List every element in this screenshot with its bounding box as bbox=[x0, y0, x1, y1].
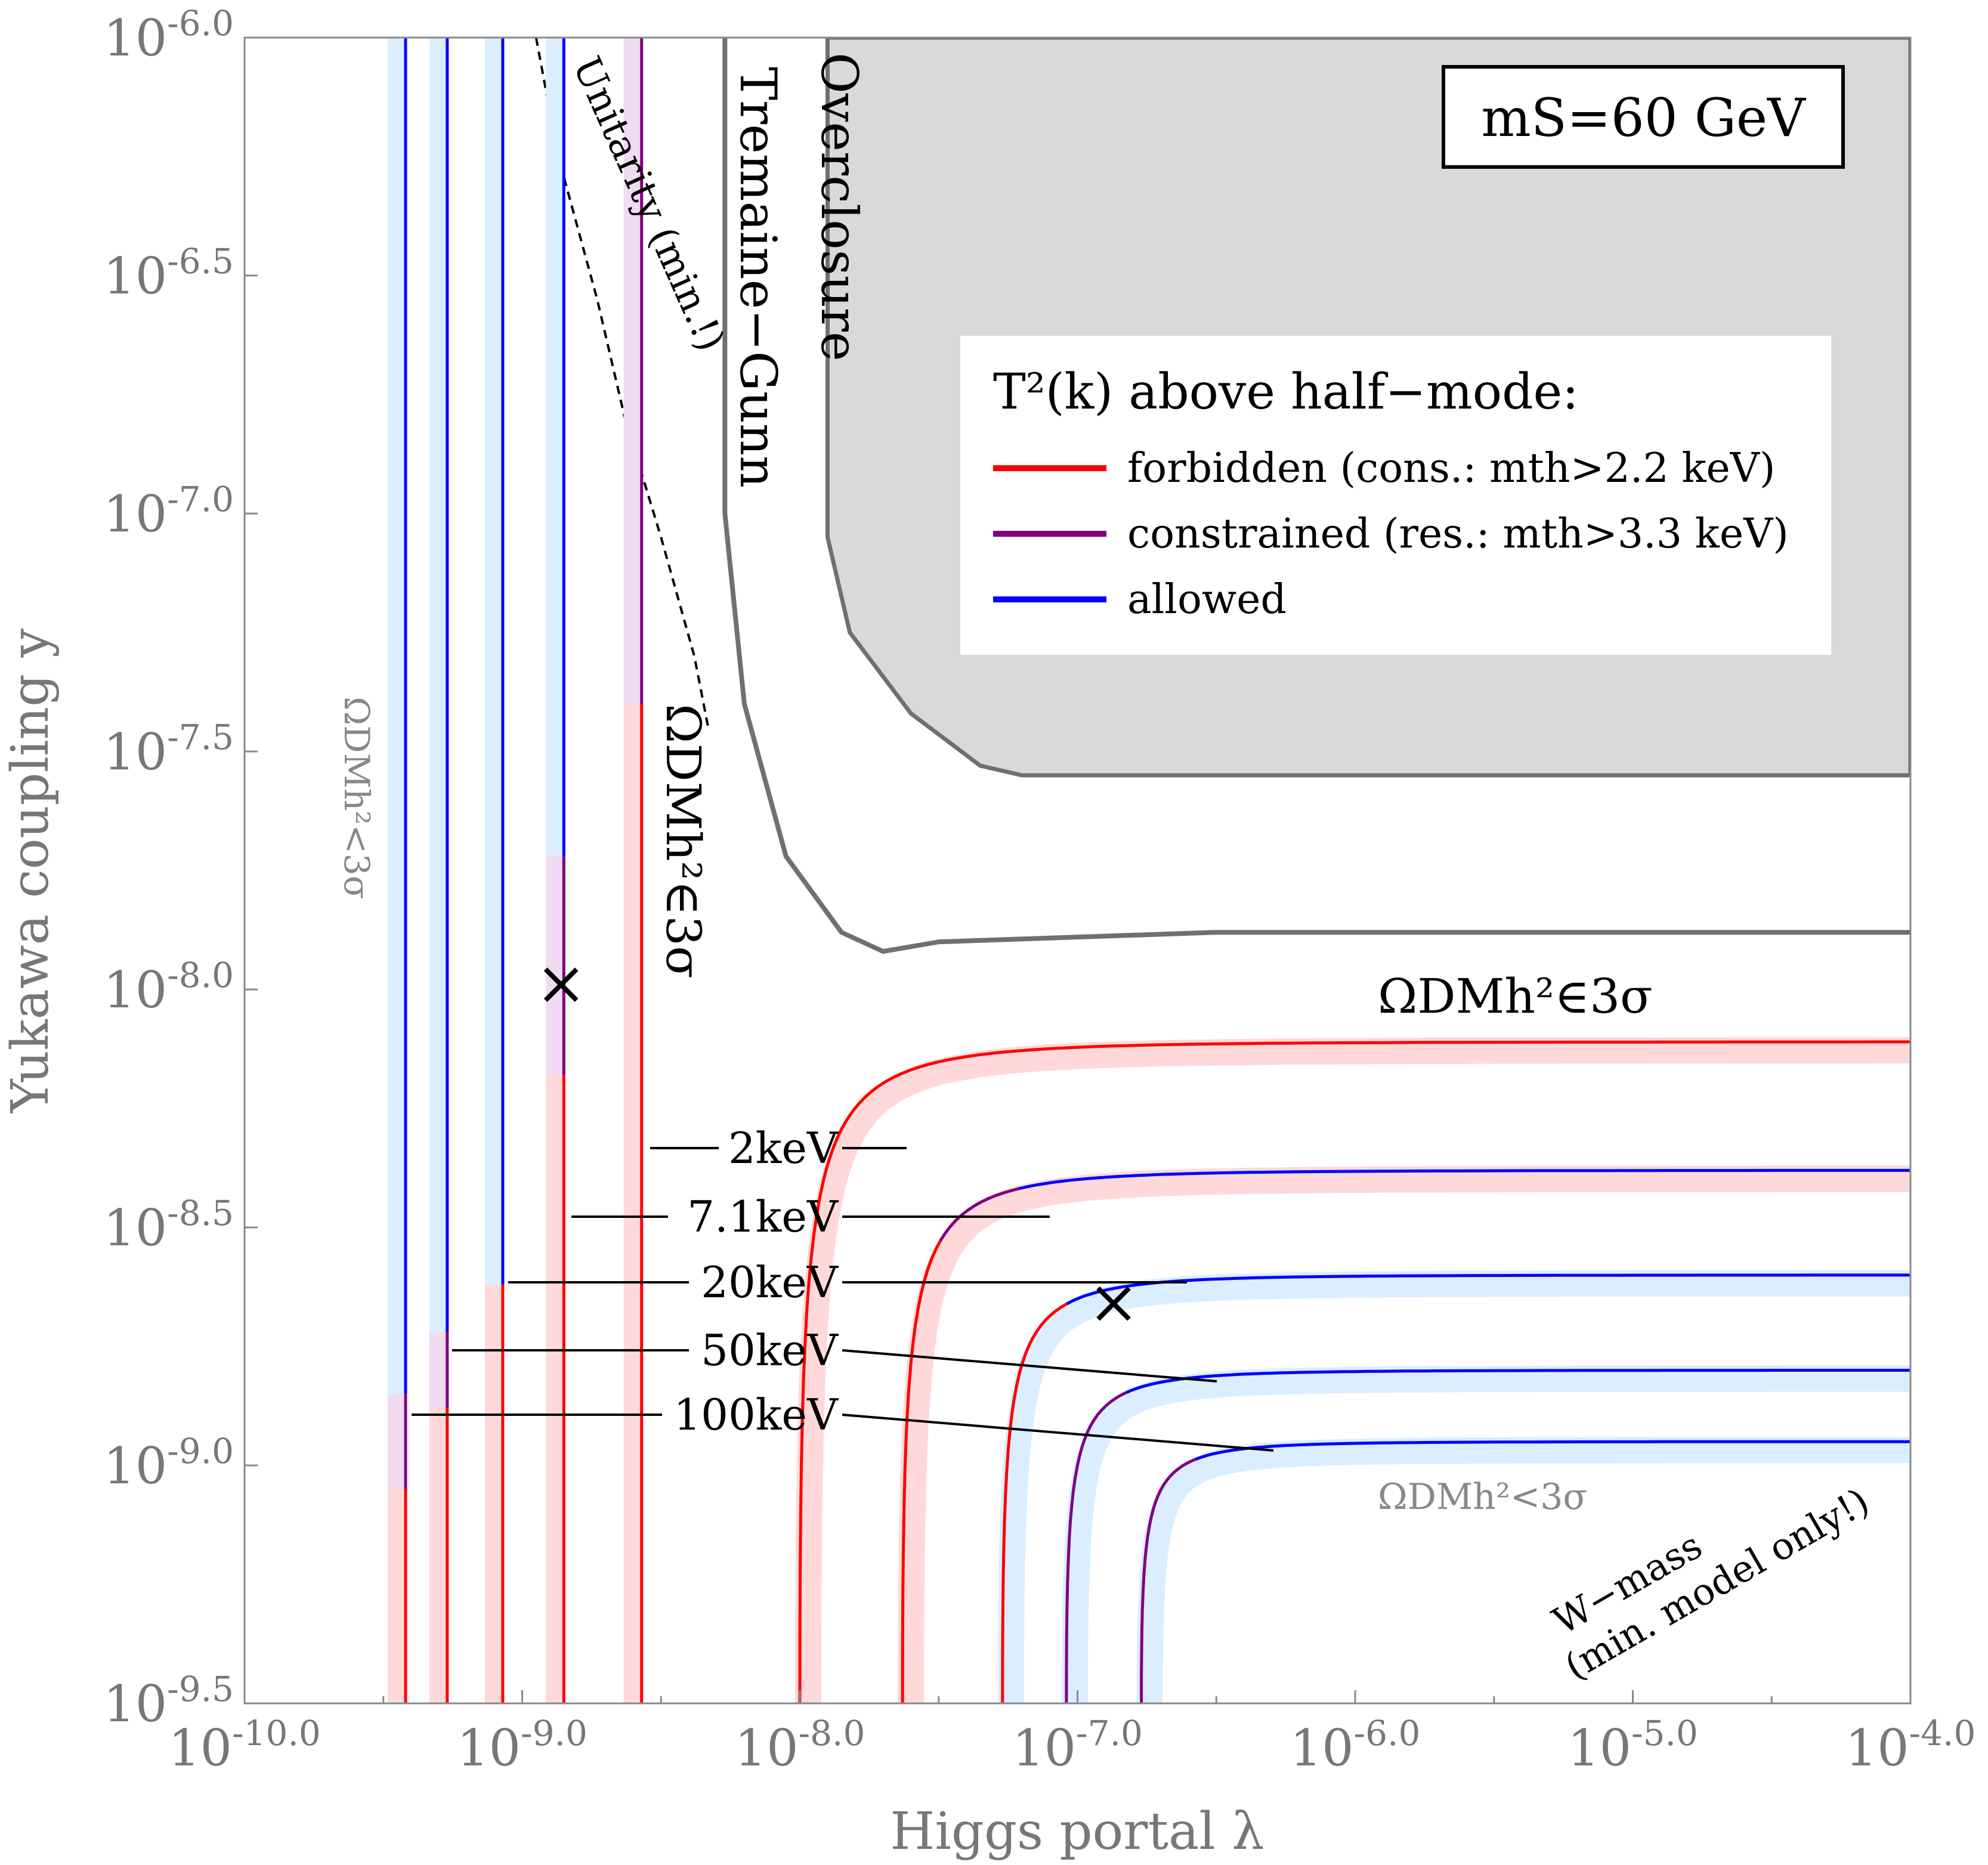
horizontal-curve-0-0 bbox=[798, 1085, 880, 1703]
tremaine-gunn-label: Tremaine−Gunn bbox=[729, 67, 787, 488]
horizontal-curve-0-1 bbox=[877, 1040, 1910, 1088]
horizontal-curve-1-0 bbox=[901, 1240, 942, 1703]
horizontal-band-0 bbox=[795, 1037, 1910, 1703]
x-tick-label-3: 10-7.0 bbox=[1012, 1713, 1143, 1777]
y-tick-label-5: 10-8.5 bbox=[103, 1193, 234, 1257]
x-tick-label-5: 10-5.0 bbox=[1567, 1713, 1698, 1777]
horizontal-curve-4-0 bbox=[1140, 1458, 1196, 1703]
vertical-band-2-0 bbox=[484, 38, 503, 1285]
legend-label-forbidden: forbidden (cons.: mth>2.2 keV) bbox=[1127, 445, 1775, 492]
horizontal-curve-1-1 bbox=[939, 1187, 1020, 1242]
horizontal-curve-3-0 bbox=[1065, 1391, 1127, 1703]
horizontal-band-1 bbox=[898, 1165, 1910, 1703]
x-tick-label-6: 10-4.0 bbox=[1845, 1713, 1976, 1777]
vertical-band-0-2 bbox=[388, 1489, 406, 1703]
relic-bands bbox=[388, 38, 642, 1703]
horizontal-band-3 bbox=[1061, 1365, 1910, 1703]
vertical-band-1-2 bbox=[429, 1408, 447, 1703]
vertical-band-2-1 bbox=[484, 1284, 503, 1703]
omega-in-vertical-label: ΩDMh²∈3σ bbox=[656, 704, 711, 979]
overclosure-label: Overclosure bbox=[810, 52, 868, 361]
horizontal-curve-2-1 bbox=[1066, 1273, 1910, 1306]
x-axis-title: Higgs portal λ bbox=[890, 1802, 1264, 1861]
y-tick-label-3: 10-7.5 bbox=[103, 717, 234, 781]
vertical-band-1-0 bbox=[429, 38, 447, 1332]
x-tick-labels: 10-10.0 10-9.0 10-8.0 10-7.0 10-6.0 10-5.0 10-… bbox=[168, 1713, 1975, 1777]
vertical-band-3-1 bbox=[546, 856, 564, 1075]
mass-label-7kev: 7.1keV bbox=[687, 1192, 839, 1242]
horizontal-relic-curves bbox=[795, 1037, 1910, 1703]
benchmark-cross-0 bbox=[543, 967, 579, 1002]
x-tick-label-0: 10-10.0 bbox=[168, 1713, 321, 1777]
mass-label-100kev: 100keV bbox=[673, 1390, 839, 1440]
mass-box: mS=60 GeV bbox=[1442, 65, 1845, 169]
y-tick-label-0: 10-6.0 bbox=[103, 3, 234, 67]
benchmark-cross-1 bbox=[1096, 1286, 1131, 1321]
horizontal-curve-1-2 bbox=[1018, 1168, 1910, 1190]
legend-label-constrained: constrained (res.: mth>3.3 keV) bbox=[1127, 511, 1789, 558]
legend: T²(k) above half−mode: forbidden (cons.:… bbox=[960, 336, 1831, 655]
vertical-band-3-2 bbox=[546, 1075, 564, 1703]
mass-leaders bbox=[412, 1147, 1274, 1452]
y-tick-labels: 10-6.0 10-6.5 10-7.0 10-7.5 10-8.0 10-8.5 10-9… bbox=[103, 3, 234, 1733]
vertical-band-1-1 bbox=[429, 1332, 447, 1409]
vertical-relic-lines bbox=[404, 38, 644, 1703]
omega-in-horizontal-label: ΩDMh²∈3σ bbox=[1378, 969, 1653, 1024]
benchmark-points bbox=[543, 967, 1131, 1321]
y-tick-label-1: 10-6.5 bbox=[103, 241, 234, 305]
vertical-band-3-0 bbox=[546, 38, 564, 856]
mass-box-label: mS=60 GeV bbox=[1481, 87, 1806, 149]
horizontal-curve-2-0 bbox=[1001, 1302, 1068, 1703]
horizontal-band-4 bbox=[1136, 1437, 1910, 1703]
legend-title: T²(k) above half−mode: bbox=[993, 364, 1579, 420]
mass-label-50kev: 50keV bbox=[701, 1325, 839, 1375]
legend-label-allowed: allowed bbox=[1127, 576, 1287, 623]
vertical-band-4-1 bbox=[623, 704, 642, 1703]
x-tick-label-2: 10-8.0 bbox=[735, 1713, 865, 1777]
y-axis-title: Yukawa coupling y bbox=[1, 629, 60, 1114]
omega-lt-right-label: ΩDMh²<3σ bbox=[1378, 1476, 1587, 1518]
x-tick-label-4: 10-6.0 bbox=[1290, 1713, 1421, 1777]
vertical-band-0-0 bbox=[388, 38, 406, 1394]
vertical-band-4-0 bbox=[623, 38, 642, 704]
mass-label-20kev: 20keV bbox=[701, 1257, 839, 1307]
mass-label-2kev: 2keV bbox=[728, 1123, 839, 1173]
y-tick-label-2: 10-7.0 bbox=[103, 479, 234, 543]
y-tick-label-4: 10-8.0 bbox=[103, 955, 234, 1019]
x-tick-label-1: 10-9.0 bbox=[457, 1713, 588, 1777]
vertical-band-0-1 bbox=[388, 1394, 406, 1489]
tremaine-gunn-curve bbox=[722, 38, 1910, 954]
mass-labels: 2keV 7.1keV 20keV 50keV 100keV bbox=[673, 1123, 839, 1440]
y-tick-label-6: 10-9.0 bbox=[103, 1431, 234, 1495]
horizontal-band-2 bbox=[997, 1270, 1910, 1703]
axis-ticks bbox=[243, 36, 1912, 1705]
omega-lt-left-label: ΩDMh²<3σ bbox=[336, 697, 377, 899]
y-tick-label-7: 10-9.5 bbox=[103, 1669, 234, 1733]
